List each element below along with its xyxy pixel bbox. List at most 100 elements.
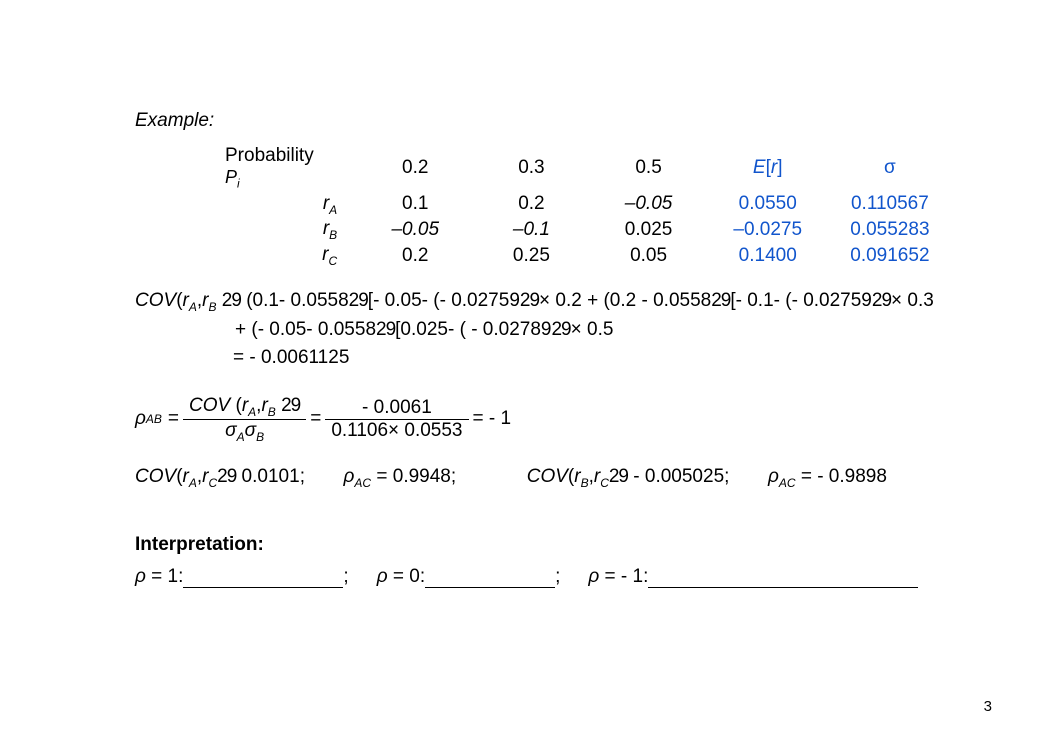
garble: 29 (551, 319, 570, 340)
rho-ab-line: ρAB = COV (rA,rB 29 σAσB = - 0.0061 0.11… (135, 395, 952, 444)
text: [0.025- ( - 0.02789 (395, 319, 551, 340)
garble: 29 (281, 395, 300, 416)
row-label-sub: C (329, 254, 338, 268)
cov-line3: = - 0.0061125 (135, 344, 952, 373)
text: C (600, 476, 609, 490)
probability-table: Probability Pi 0.2 0.3 0.5 E[r] σ rA 0.1… (215, 144, 952, 269)
cell: –0.1 (473, 217, 589, 243)
text: B (581, 476, 589, 490)
garble: 29 (376, 319, 395, 340)
cell: 0.110567 (828, 192, 952, 218)
garble: 29 (872, 290, 891, 311)
text: = - 0.9898 (801, 466, 887, 487)
text: COV (189, 395, 230, 416)
rho-symbol: ρ (377, 566, 388, 587)
blank-2 (425, 569, 555, 588)
frac-bot: 0.1106× 0.0553 (325, 420, 468, 442)
garble: 29 (217, 466, 236, 487)
header-p2: 0.3 (473, 144, 589, 192)
garble: 29 (520, 290, 539, 311)
text: = 0 (388, 566, 420, 587)
header-Er-r: r (771, 157, 777, 178)
text: AC (354, 476, 371, 490)
garble: 29 (711, 290, 730, 311)
cell: 0.25 (473, 243, 589, 269)
rho-eq-1: ρ = 1: (135, 566, 183, 588)
text: A (189, 300, 197, 314)
cell: –0.0275 (708, 217, 828, 243)
text: 0.0101 (236, 466, 299, 487)
eq: = (310, 408, 321, 430)
frac-bot: σAσB (183, 420, 306, 444)
text: - 0.005025 (628, 466, 724, 487)
cov-summary-line: COV(rA,rC29 0.0101; ρAC = 0.9948; COV(rB… (135, 463, 952, 492)
cell: –0.05 (589, 192, 707, 218)
example-label: Example: (135, 110, 952, 132)
text: = - 1 (599, 566, 643, 587)
text: C (208, 476, 217, 490)
cell: 0.0550 (708, 192, 828, 218)
rho-symbol: ρ (135, 408, 146, 430)
frac-top: - 0.0061 (325, 397, 468, 420)
text: [- 0.1- (- 0.02759 (730, 290, 872, 311)
cell: 0.1 (357, 192, 473, 218)
header-Pi-i: i (237, 177, 240, 191)
table-row: rA 0.1 0.2 –0.05 0.0550 0.110567 (215, 192, 952, 218)
cov-line2: + (- 0.05- 0.055829[0.025- ( - 0.0278929… (135, 316, 952, 345)
cell: 0.2 (473, 192, 589, 218)
cell: 0.091652 (828, 243, 952, 269)
row-label-sub: B (329, 228, 337, 242)
eq: = (168, 408, 179, 430)
fraction-num: - 0.0061 0.1106× 0.0553 (325, 397, 468, 442)
text: ; (555, 566, 560, 588)
header-probability-text: Probability (225, 145, 314, 166)
header-sigma: σ (828, 144, 952, 192)
header-Er: E[r] (708, 144, 828, 192)
cell: 0.025 (589, 217, 707, 243)
text: = 0.9948 (376, 466, 451, 487)
header-Er-E: E (753, 157, 766, 178)
text: ; (300, 466, 305, 487)
cell: 0.1400 (708, 243, 828, 269)
table-row: rB –0.05 –0.1 0.025 –0.0275 0.055283 (215, 217, 952, 243)
header-probability: Probability Pi (215, 144, 357, 192)
rho-symbol: ρ (588, 566, 599, 587)
table-header-row: Probability Pi 0.2 0.3 0.5 E[r] σ (215, 144, 952, 192)
garble: 29 (609, 466, 628, 487)
row-label: rC (215, 243, 357, 269)
interpretation-heading: Interpretation: (135, 534, 952, 556)
cell: 0.2 (357, 243, 473, 269)
header-p1: 0.2 (357, 144, 473, 192)
cell: 0.05 (589, 243, 707, 269)
rho-eq-neg1: ρ = - 1: (588, 566, 648, 588)
garble: 29 (222, 290, 241, 311)
cell: –0.05 (357, 217, 473, 243)
text: ρ (344, 466, 355, 487)
row-label: rA (215, 192, 357, 218)
text: COV (135, 466, 176, 487)
table-row: rC 0.2 0.25 0.05 0.1400 0.091652 (215, 243, 952, 269)
text: A (248, 405, 256, 419)
interpretation-line: ρ = 1: ; ρ = 0: ; ρ = - 1: (135, 566, 952, 588)
row-label-sub: A (329, 202, 337, 216)
text: B (208, 300, 216, 314)
text: ; (724, 466, 729, 487)
page: Example: Probability Pi 0.2 0.3 0.5 E[r]… (0, 0, 1062, 751)
text: × 0.3 (891, 290, 934, 311)
fraction-cov: COV (rA,rB 29 σAσB (183, 395, 306, 444)
result: = - 1 (473, 408, 512, 430)
text: A (189, 476, 197, 490)
text: × 0.2 + (0.2 - 0.0558 (539, 290, 711, 311)
text: B (268, 405, 276, 419)
cov-label: COV (135, 290, 176, 311)
rho-sub: AB (146, 412, 162, 426)
rho-symbol: ρ (135, 566, 146, 587)
rho-eq-0: ρ = 0: (377, 566, 425, 588)
text: ; (451, 466, 456, 487)
text: (0.1- 0.0558 (246, 290, 348, 311)
text: σ (225, 420, 236, 441)
frac-top: COV (rA,rB 29 (183, 395, 306, 420)
text: + (- 0.05- 0.0558 (235, 319, 376, 340)
text: = 1 (146, 566, 178, 587)
header-Pi: Pi (225, 167, 240, 187)
